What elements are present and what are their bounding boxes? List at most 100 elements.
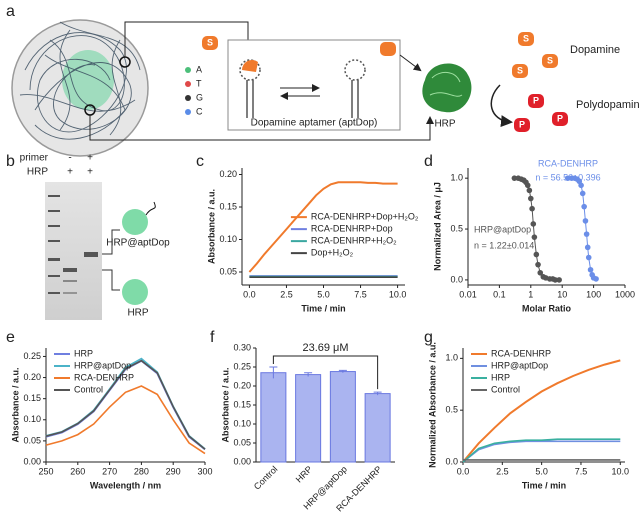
y-tick-label: 0.10: [219, 234, 237, 244]
bar: [295, 374, 322, 463]
panel-label: f: [210, 329, 215, 346]
legend-label: Control: [491, 384, 520, 394]
annotation: HRP@aptDop: [474, 224, 531, 234]
data-point: [584, 244, 591, 251]
y-tick-label: 0.0: [445, 456, 458, 466]
legend-label: HRP: [491, 372, 510, 382]
error-bar: [304, 372, 313, 377]
product-label: Polydopamine: [576, 99, 640, 111]
x-tick-label: 7.5: [575, 466, 588, 476]
y-tick-label: 0.00: [23, 456, 41, 466]
dna-nanostructure: [11, 19, 434, 157]
product-icons: [514, 94, 568, 132]
legend-label: RCA-DENHRP+H₂O₂: [311, 236, 397, 246]
legend-label: HRP@aptDop: [491, 360, 548, 370]
x-axis-label: Time / min: [522, 480, 566, 490]
x-tick-label: 1000: [615, 289, 635, 299]
data-point: [581, 203, 587, 210]
data-point: [531, 234, 538, 240]
legend-label: HRP@aptDop: [74, 360, 131, 370]
data-point: [524, 182, 531, 189]
error-bar: [269, 366, 278, 379]
x-tick-label: HRP: [294, 464, 315, 485]
legend-label: Control: [74, 384, 103, 394]
error-bar: [373, 391, 382, 396]
gel-lane-sign: +: [67, 167, 73, 178]
y-axis-label: Normalized Area / μJ: [432, 182, 442, 271]
y-axis-label: Absorbance / a.u.: [206, 189, 216, 264]
substrate-icon-label: S: [523, 33, 529, 43]
panel-label: c: [196, 153, 204, 170]
data-point: [529, 205, 535, 212]
product-icon-label: P: [557, 113, 563, 123]
x-tick-label: 0.1: [493, 289, 506, 299]
gel-lane-sign: +: [87, 153, 93, 164]
gel-lane-sign: -: [68, 153, 71, 164]
x-tick-label: 0.0: [457, 466, 470, 476]
substrate-icon-label: S: [547, 55, 553, 65]
y-tick-label: 0.10: [233, 418, 251, 428]
y-tick-label: 0.5: [450, 223, 463, 233]
y-tick-label: 0.25: [233, 361, 251, 371]
x-tick-label: 1: [528, 289, 533, 299]
x-tick-label: 270: [102, 466, 117, 476]
x-tick-label: 300: [197, 466, 212, 476]
annotation: n = 56.56±0.396: [535, 172, 600, 182]
annotation: n = 1.22±0.014: [474, 240, 534, 250]
y-tick-label: 0.20: [233, 380, 251, 390]
y-tick-label: 0.15: [219, 201, 237, 211]
y-tick-label: 0.20: [219, 169, 237, 179]
x-axis-label: Molar Ratio: [522, 303, 572, 313]
series-line: [45, 359, 206, 450]
base-label: A: [196, 64, 202, 74]
x-axis-label: Wavelength / nm: [90, 480, 161, 490]
x-tick-label: 100: [586, 289, 601, 299]
data-point: [537, 269, 544, 276]
enzyme-label: HRP: [434, 119, 455, 130]
substrate-icon-label: S: [517, 65, 523, 75]
y-axis-label: Absorbance / a.u.: [10, 367, 20, 442]
x-tick-label: 2.5: [496, 466, 509, 476]
y-axis-label: Absorbance / a.u.: [220, 367, 230, 442]
enzyme: [422, 63, 513, 128]
x-tick-label: 280: [134, 466, 149, 476]
error-bar: [338, 369, 347, 373]
data-point: [556, 277, 562, 283]
x-tick-label: 10.0: [389, 289, 407, 299]
gel-band-label: HRP: [127, 308, 148, 319]
data-point: [579, 190, 586, 197]
substrate-icons: [202, 32, 558, 78]
x-tick-label: 10.0: [612, 466, 630, 476]
legend-label: HRP: [74, 348, 93, 358]
data-point: [583, 231, 590, 237]
substrate-icon-label: S: [207, 37, 213, 47]
y-tick-label: 0.0: [450, 274, 463, 284]
data-point: [535, 261, 541, 268]
data-point: [528, 195, 534, 202]
base-label: G: [196, 92, 203, 102]
series-line: [462, 440, 621, 463]
legend-label: RCA-DENHRP+Dop+H₂O₂: [311, 212, 419, 222]
y-tick-label: 0.05: [233, 437, 251, 447]
data-point: [533, 251, 540, 258]
legend-label: RCA-DENHRP+Dop: [311, 224, 393, 234]
base-label: C: [196, 106, 203, 116]
data-point: [530, 221, 537, 227]
panel-label: g: [424, 329, 433, 346]
y-tick-label: 0.15: [23, 393, 41, 403]
y-tick-label: 0.10: [23, 414, 41, 424]
series-line: [45, 385, 206, 455]
x-tick-label: 10: [557, 289, 567, 299]
product-icon-label: P: [533, 95, 539, 105]
x-tick-label: 7.5: [354, 289, 367, 299]
base-label: T: [196, 78, 202, 88]
base-legend: [185, 67, 191, 115]
data-point: [526, 187, 533, 194]
data-point: [587, 266, 594, 273]
bar: [364, 393, 391, 463]
data-point: [582, 218, 589, 224]
data-point: [511, 175, 518, 181]
legend-label: RCA-DENHRP: [74, 372, 134, 382]
panel-label: e: [6, 329, 15, 346]
